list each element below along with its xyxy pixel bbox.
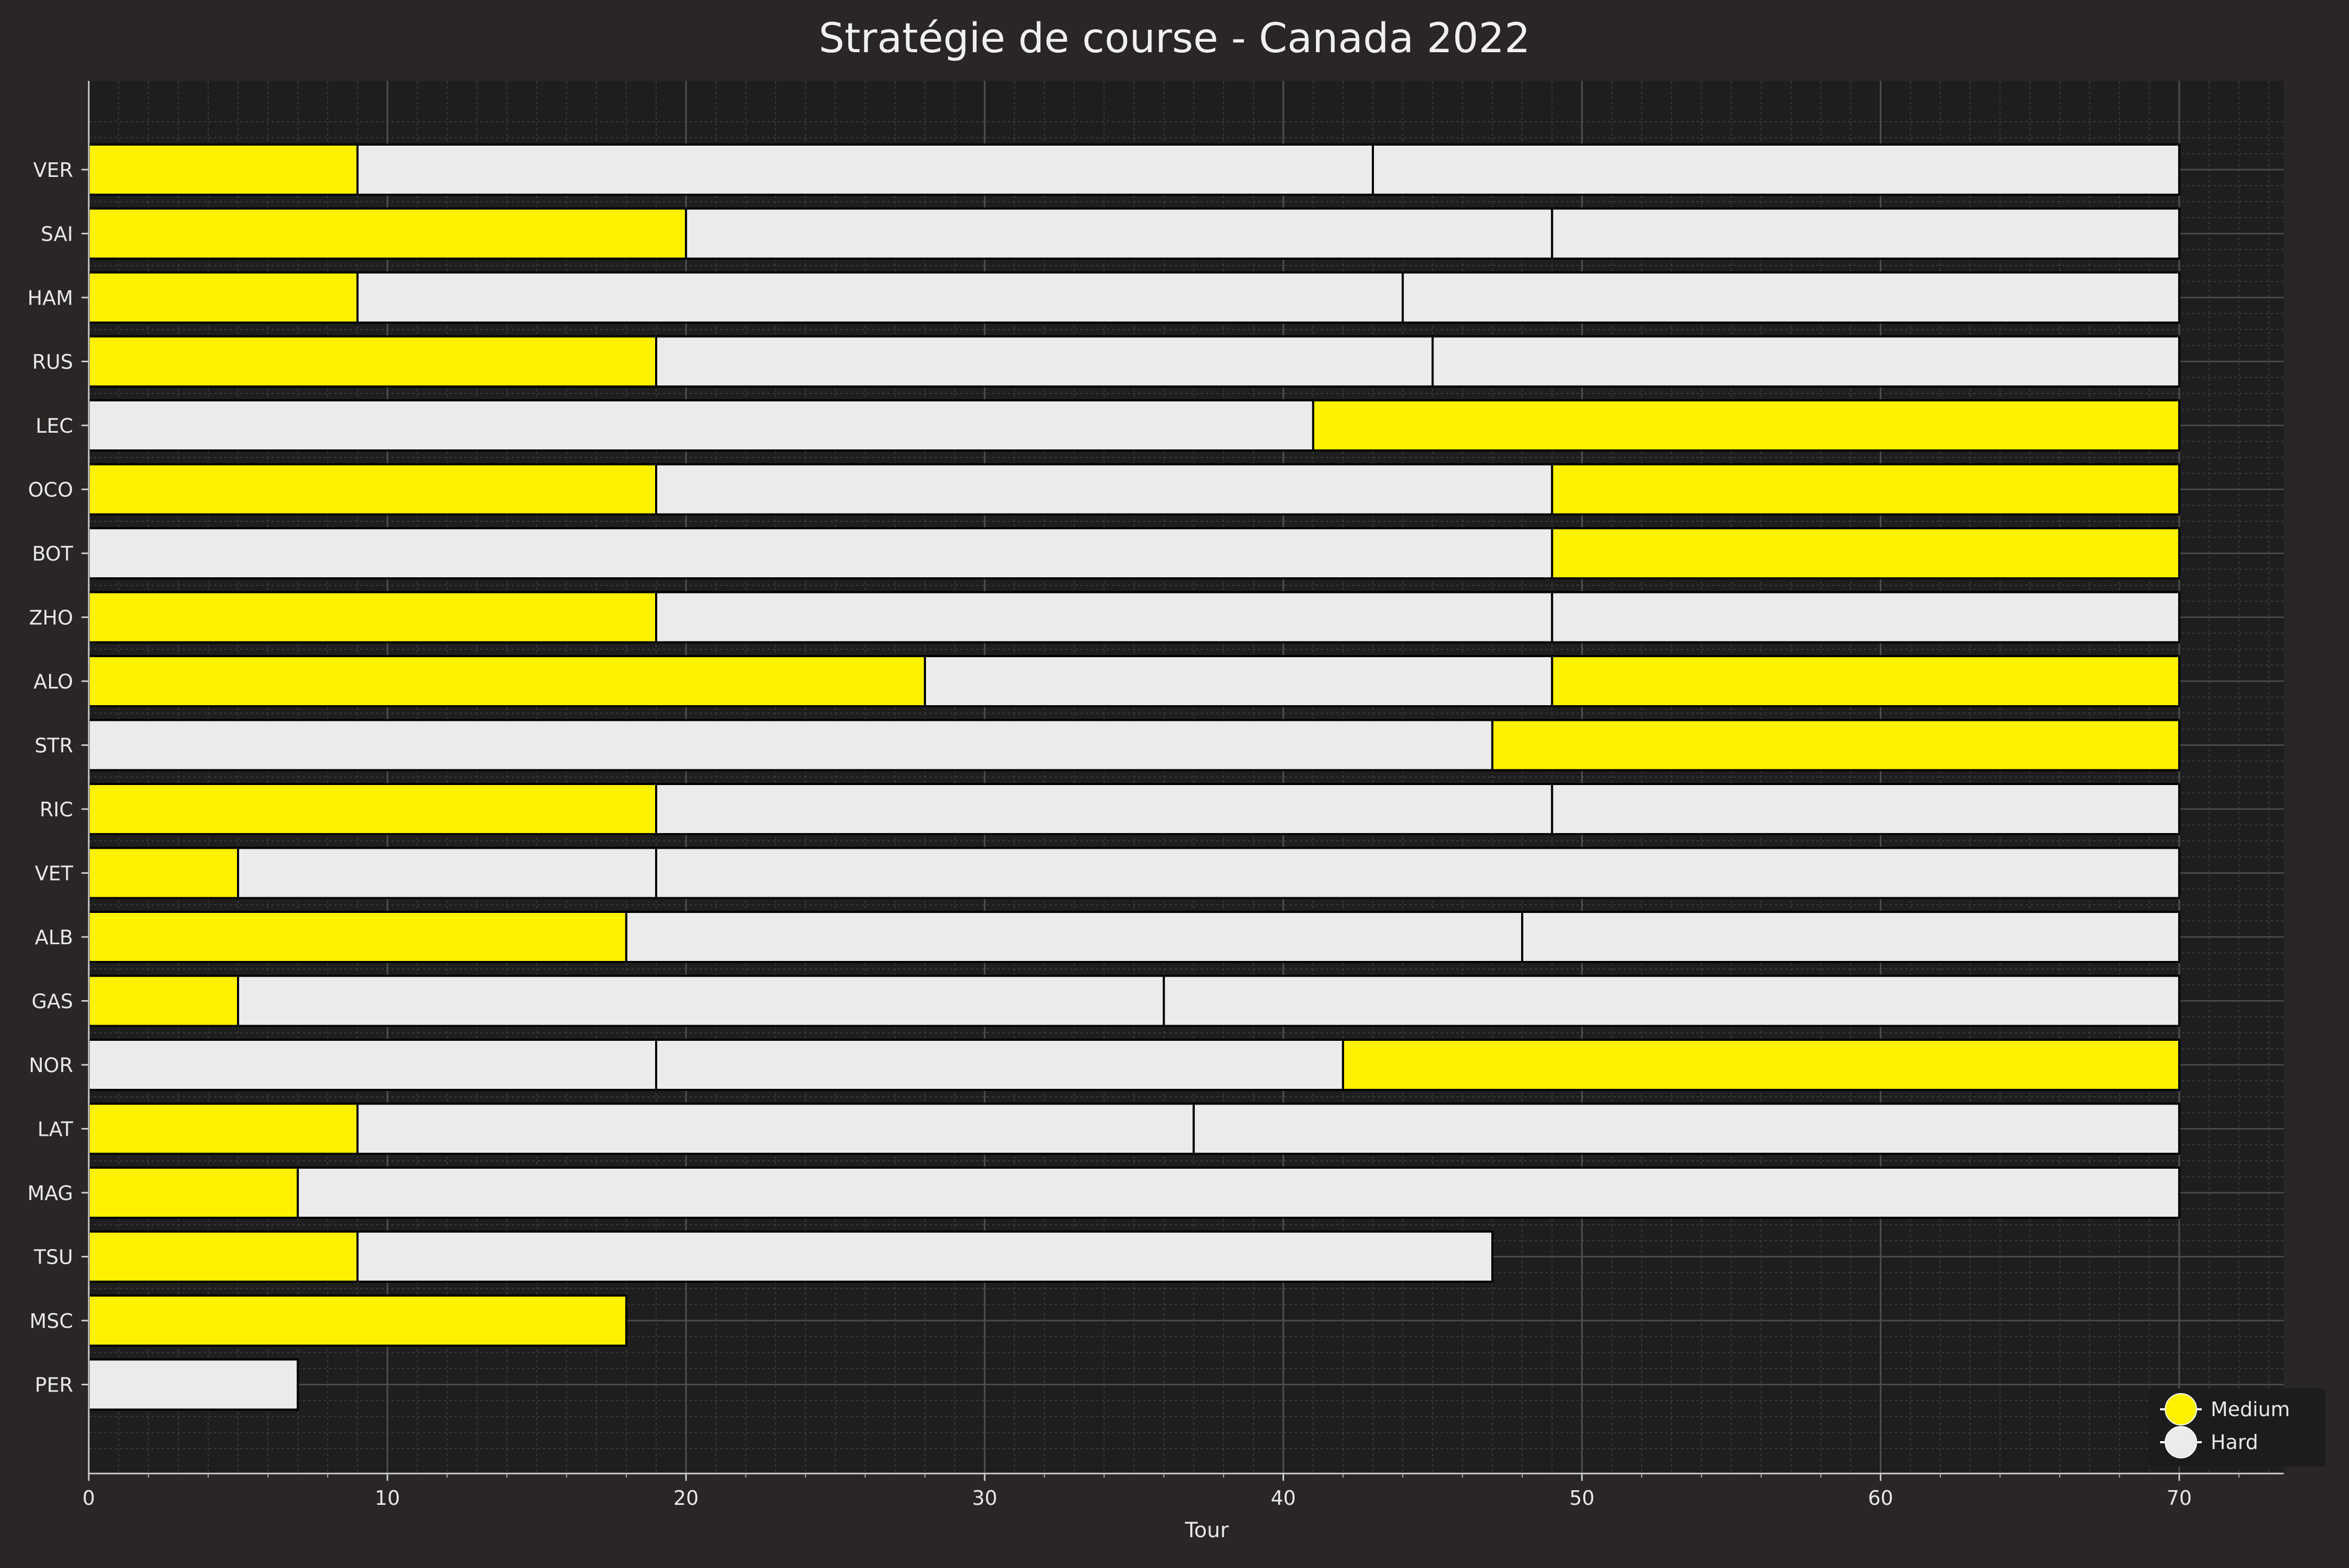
bar-stint-ver-hard	[356, 144, 1374, 196]
bar-stint-ric-hard	[1551, 783, 2180, 835]
x-tick-label: 30	[972, 1487, 997, 1510]
bar-stint-sai-hard	[685, 207, 1553, 260]
bar-stint-alo-hard	[923, 655, 1553, 707]
bar-stint-lat-hard	[356, 1102, 1195, 1155]
bar-stint-ric-medium	[88, 783, 658, 835]
bar-stint-vet-medium	[88, 847, 240, 899]
chart-title: Stratégie de course - Canada 2022	[818, 15, 1530, 62]
legend: Medium Hard	[2148, 1388, 2326, 1467]
x-tick-label: 50	[1569, 1487, 1594, 1510]
y-tick-label: GAS	[31, 990, 73, 1013]
bar-stint-oco-medium	[1551, 463, 2180, 516]
y-tick-label: BOT	[32, 542, 73, 565]
y-tick-label: ZHO	[29, 607, 73, 629]
bar-stint-alo-medium	[1551, 655, 2180, 707]
bar-stint-ham-hard	[356, 271, 1404, 324]
bar-stint-zho-hard	[655, 591, 1553, 644]
y-tick-label: PER	[35, 1374, 73, 1397]
bar-stint-oco-medium	[88, 463, 658, 516]
bar-stint-ver-hard	[1372, 144, 2180, 196]
y-tick-label: VER	[33, 159, 73, 182]
y-tick-label: RIC	[40, 798, 73, 821]
bar-stint-nor-hard	[655, 1039, 1344, 1091]
bar-stint-rus-hard	[655, 335, 1434, 388]
y-tick-label: LAT	[38, 1118, 74, 1141]
y-tick-label: VET	[35, 862, 74, 885]
bar-stint-ham-medium	[88, 271, 359, 324]
bar-stint-rus-hard	[1431, 335, 2180, 388]
bars-layer	[88, 144, 2180, 1411]
bar-stint-sai-medium	[88, 207, 687, 260]
bar-stint-ric-hard	[655, 783, 1553, 835]
x-tick-label: 0	[82, 1487, 95, 1510]
bar-stint-tsu-hard	[356, 1230, 1493, 1283]
y-tick-label: OCO	[28, 479, 73, 502]
bar-stint-mag-medium	[88, 1167, 299, 1219]
y-tick-label: MSC	[30, 1310, 73, 1333]
y-tick-label: HAM	[28, 287, 73, 310]
bar-stint-str-hard	[88, 719, 1493, 771]
bar-stint-gas-medium	[88, 975, 240, 1027]
bar-stint-msc-medium	[88, 1294, 627, 1347]
x-tick-label: 40	[1271, 1487, 1296, 1510]
y-tick-label: ALB	[35, 926, 73, 949]
bar-stint-nor-medium	[1342, 1039, 2180, 1091]
bar-stint-gas-hard	[237, 975, 1165, 1027]
bar-stint-lat-medium	[88, 1102, 359, 1155]
y-tick-label: RUS	[32, 351, 73, 374]
x-tick-label: 60	[1868, 1487, 1893, 1510]
y-tick-label: SAI	[41, 223, 73, 246]
bar-stint-oco-hard	[655, 463, 1553, 516]
bar-stint-vet-hard	[237, 847, 658, 899]
bar-stint-lat-hard	[1192, 1102, 2180, 1155]
y-tick-label: NOR	[29, 1054, 73, 1077]
legend-marker-medium	[2165, 1393, 2197, 1426]
bar-stint-per-hard	[88, 1358, 299, 1411]
y-tick-label: LEC	[35, 414, 73, 437]
bar-stint-tsu-medium	[88, 1230, 359, 1283]
bar-stint-sai-hard	[1551, 207, 2180, 260]
x-tick-label: 20	[673, 1487, 698, 1510]
bar-stint-lec-hard	[88, 399, 1314, 452]
bar-stint-alb-medium	[88, 911, 627, 963]
bar-stint-alo-medium	[88, 655, 926, 707]
x-tick-label: 10	[375, 1487, 400, 1510]
y-tick-label: MAG	[27, 1182, 73, 1205]
bar-stint-bot-hard	[88, 527, 1553, 579]
bar-stint-vet-hard	[655, 847, 2180, 899]
y-tick-label: ALO	[33, 670, 73, 693]
legend-marker-hard	[2165, 1426, 2197, 1458]
y-tick-label: TSU	[33, 1246, 73, 1269]
bar-stint-zho-hard	[1551, 591, 2180, 644]
bar-stint-gas-hard	[1162, 975, 2180, 1027]
bar-stint-lec-medium	[1312, 399, 2180, 452]
bar-stint-mag-hard	[296, 1167, 2180, 1219]
x-tick-label: 70	[2167, 1487, 2192, 1510]
y-tick-label: STR	[34, 734, 73, 757]
bar-stint-bot-medium	[1551, 527, 2180, 579]
bar-stint-alb-hard	[1521, 911, 2180, 963]
x-axis-label: Tour	[1184, 1518, 1229, 1542]
bar-stint-str-medium	[1491, 719, 2180, 771]
bar-stint-rus-medium	[88, 335, 658, 388]
bar-stint-ham-hard	[1402, 271, 2180, 324]
bar-stint-nor-hard	[88, 1039, 658, 1091]
legend-label-medium: Medium	[2211, 1398, 2290, 1421]
bar-stint-zho-medium	[88, 591, 658, 644]
bar-stint-alb-hard	[625, 911, 1524, 963]
axes-layer: 0 10 20 30 40 50 60 70 VER SAI HAM RUS LEC OCO BOT ZHO A…	[27, 81, 2284, 1510]
bar-stint-ver-medium	[88, 144, 359, 196]
legend-label-hard: Hard	[2211, 1431, 2258, 1454]
